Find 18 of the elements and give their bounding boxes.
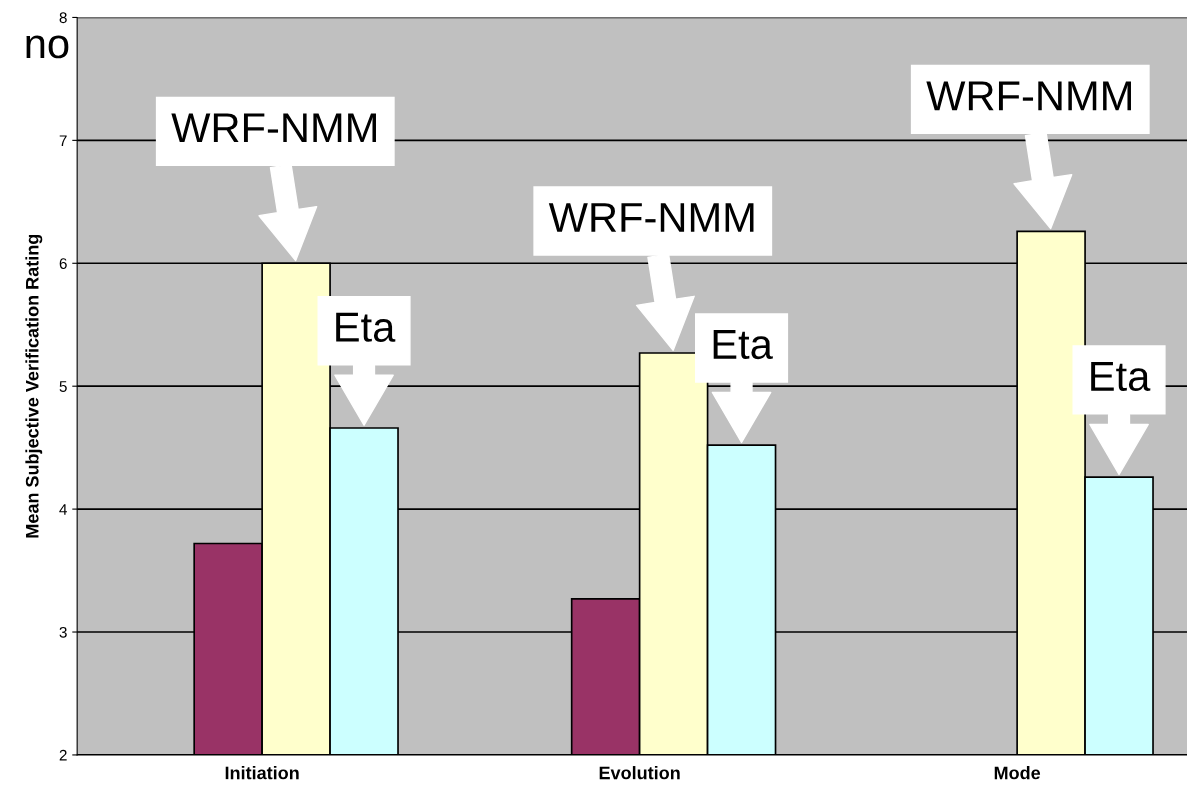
text: no [26,35,69,59]
annotation: WRF-NMM [548,203,754,232]
y-tick-label: 2 [59,749,67,761]
y-tick-label: 7 [59,135,67,146]
annotation: Eta [713,330,773,360]
y-tick-label: 6 [59,258,67,269]
y-tick-label: 5 [59,381,67,392]
annotation: WRF-NMM [926,81,1131,111]
annotation: Eta [336,312,396,342]
y-axis-title: Mean Subjective Verification Rating [25,234,43,538]
x-tick-label: Initiation [225,766,299,780]
x-tick-label: Mode [994,766,1041,780]
y-tick-label: 8 [59,12,67,24]
annotation: WRF-NMM [171,113,376,143]
y-tick-label: 4 [59,504,67,515]
annotation: Eta [1091,362,1151,392]
x-tick-label: Evolution [599,766,680,780]
y-tick-label: 3 [59,626,67,638]
